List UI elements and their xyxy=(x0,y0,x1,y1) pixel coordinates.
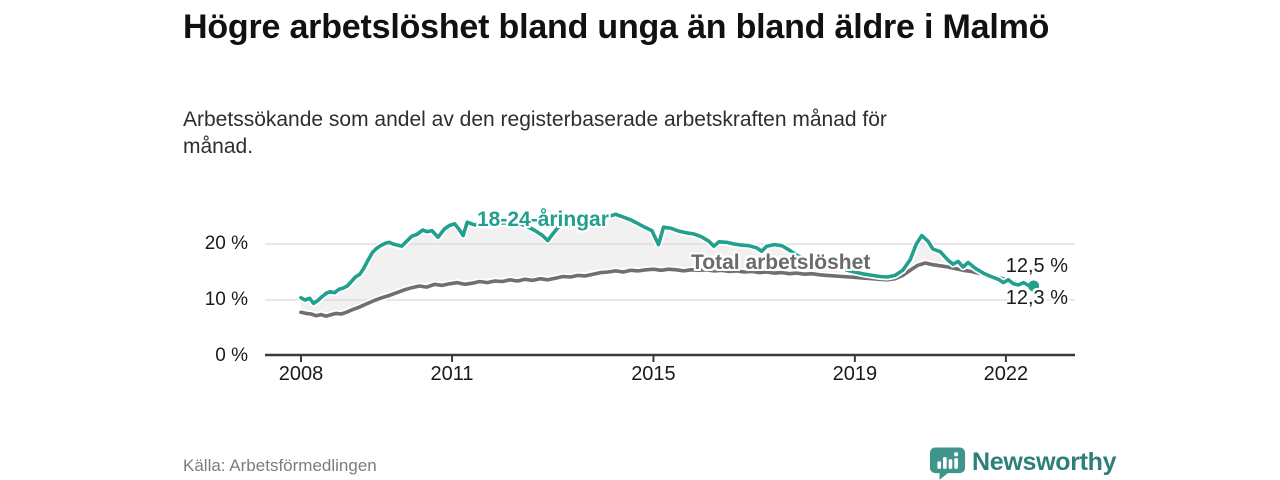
x-axis-label: 2019 xyxy=(832,363,878,385)
source-caption: Källa: Arbetsförmedlingen xyxy=(183,456,377,475)
x-axis-label: 2022 xyxy=(983,363,1029,385)
end-value-label-youth: 12,5 % xyxy=(1005,255,1068,277)
y-axis-label: 20 % xyxy=(204,233,248,254)
youth-end-dot xyxy=(1028,280,1040,292)
logo-bar-tall xyxy=(943,457,947,469)
y-axis-label: 10 % xyxy=(204,289,248,310)
chart-subtitle: Arbetssökande som andel av den registerb… xyxy=(183,108,887,159)
logo-exclamation-bar xyxy=(954,458,958,469)
page-title: Högre arbetslöshet bland unga än bland ä… xyxy=(183,8,1050,46)
total-line xyxy=(299,261,1036,319)
series-label-youth: 18-24-åringar xyxy=(477,208,609,231)
logo-exclamation-dot xyxy=(953,452,959,457)
x-axis-label: 2015 xyxy=(631,363,676,385)
area-between-series xyxy=(301,214,1034,317)
y-axis-label: 0 % xyxy=(215,345,248,366)
end-value-label-total: 12,3 % xyxy=(1005,287,1068,309)
youth-line xyxy=(299,212,1036,306)
x-axis-label: 2011 xyxy=(430,363,474,385)
x-axis-label: 2008 xyxy=(278,363,324,385)
logo-bar-short xyxy=(937,461,942,469)
series-label-total: Total arbetslöshet xyxy=(691,251,871,274)
logo-bar-mid xyxy=(948,459,953,469)
newsworthy-logotype: Newsworthy xyxy=(972,448,1117,476)
newsworthy-logo-icon xyxy=(929,447,966,480)
